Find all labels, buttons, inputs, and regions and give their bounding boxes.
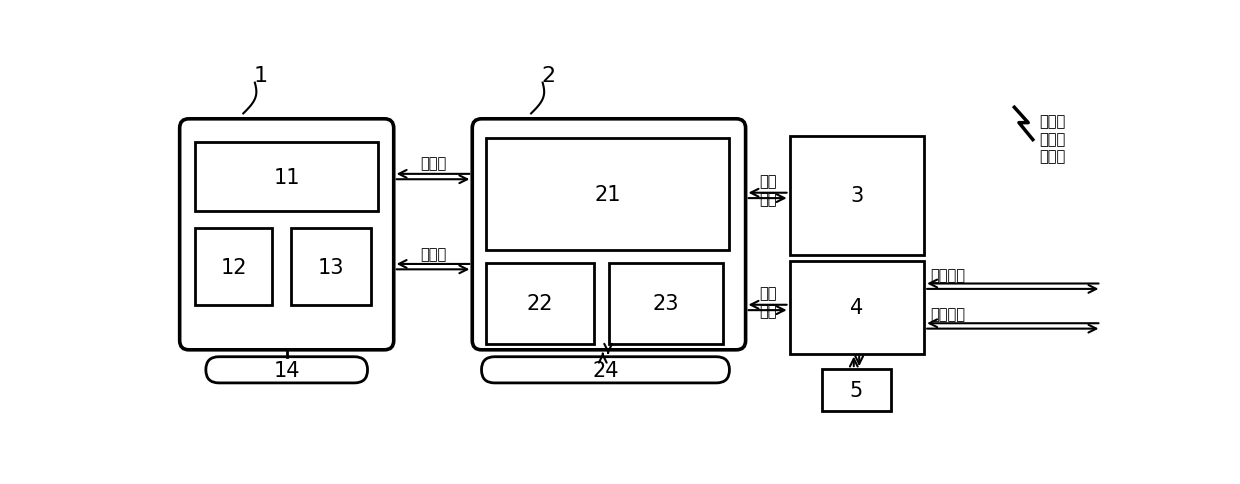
Text: 12: 12 [221,257,247,277]
Text: 11: 11 [274,167,300,187]
Bar [486,263,594,344]
Text: 13: 13 [317,257,345,277]
Text: 4: 4 [851,298,863,318]
Bar [195,143,378,212]
Text: 5: 5 [849,380,863,400]
Bar [790,262,924,354]
FancyBboxPatch shape [206,357,367,383]
Bar [486,139,729,250]
Text: 北斗链
路通信
和上报: 北斗链 路通信 和上报 [1039,114,1065,164]
Text: 2: 2 [542,66,556,86]
Bar [822,369,892,411]
Text: 14: 14 [274,360,300,380]
Bar [790,136,924,256]
FancyBboxPatch shape [180,120,394,350]
Text: 23: 23 [652,294,678,314]
Text: 控制线: 控制线 [420,246,446,261]
Bar [609,263,723,344]
Bar [195,228,272,305]
Text: 22: 22 [527,294,553,314]
Text: 1: 1 [254,66,268,86]
Bar [290,228,372,305]
Text: 信号线: 信号线 [420,156,446,171]
Text: 3: 3 [851,186,863,206]
FancyBboxPatch shape [481,357,729,383]
FancyBboxPatch shape [472,120,745,350]
Text: 网络通信: 网络通信 [930,307,966,322]
Text: 21: 21 [594,184,621,204]
Text: 24: 24 [593,360,619,380]
Text: 网络
通信: 网络 通信 [759,286,776,318]
Text: 网络上报: 网络上报 [930,267,966,282]
Text: 综合
线缆: 综合 线缆 [759,174,776,206]
